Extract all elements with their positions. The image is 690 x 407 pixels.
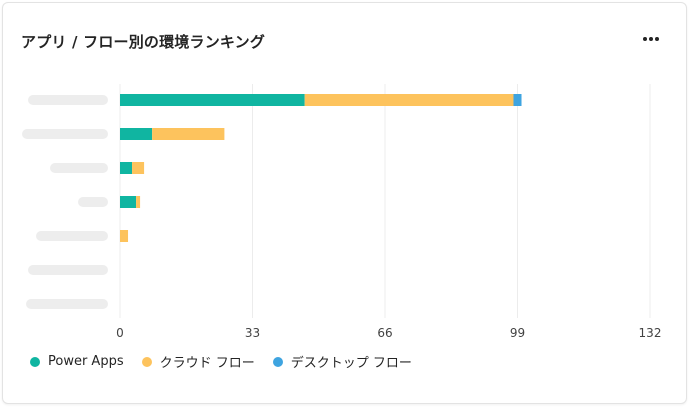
bar-segment: [120, 162, 133, 174]
more-options-icon[interactable]: [639, 27, 663, 51]
bar-segment: [136, 196, 141, 208]
legend-swatch: [141, 356, 152, 367]
bar-segment: [120, 94, 305, 106]
bar-segment: [513, 94, 522, 106]
x-tick-label: 99: [510, 326, 525, 340]
category-label-redacted: [26, 299, 108, 309]
bar-segment: [120, 230, 129, 242]
x-tick-label: 33: [245, 326, 260, 340]
legend-item[interactable]: Power Apps: [30, 354, 124, 369]
legend-item[interactable]: クラウド フロー: [141, 352, 255, 371]
chart-legend: Power Apps クラウド フロー デスクトップ フロー: [30, 352, 430, 371]
legend-label: クラウド フロー: [159, 356, 255, 371]
x-tick-label: 132: [639, 326, 662, 340]
bar-segment: [120, 128, 153, 140]
legend-label: デスクトップ フロー: [290, 356, 412, 371]
legend-swatch: [272, 356, 283, 367]
category-label-redacted: [36, 231, 108, 241]
category-label-redacted: [50, 163, 108, 173]
category-label-redacted: [28, 265, 108, 275]
bar-segment: [152, 128, 225, 140]
x-tick-label: 66: [377, 326, 392, 340]
category-label-redacted: [28, 95, 108, 105]
chart-title: アプリ / フロー別の環境ランキング: [21, 33, 266, 51]
legend-label: Power Apps: [48, 354, 124, 369]
bar-segment: [120, 196, 137, 208]
category-label-redacted: [22, 129, 108, 139]
bar-segment: [304, 94, 514, 106]
x-tick-label: 0: [116, 326, 124, 340]
legend-swatch: [30, 356, 40, 367]
bar-segment: [132, 162, 145, 174]
legend-item[interactable]: デスクトップ フロー: [272, 352, 412, 371]
category-label-redacted: [78, 197, 108, 207]
